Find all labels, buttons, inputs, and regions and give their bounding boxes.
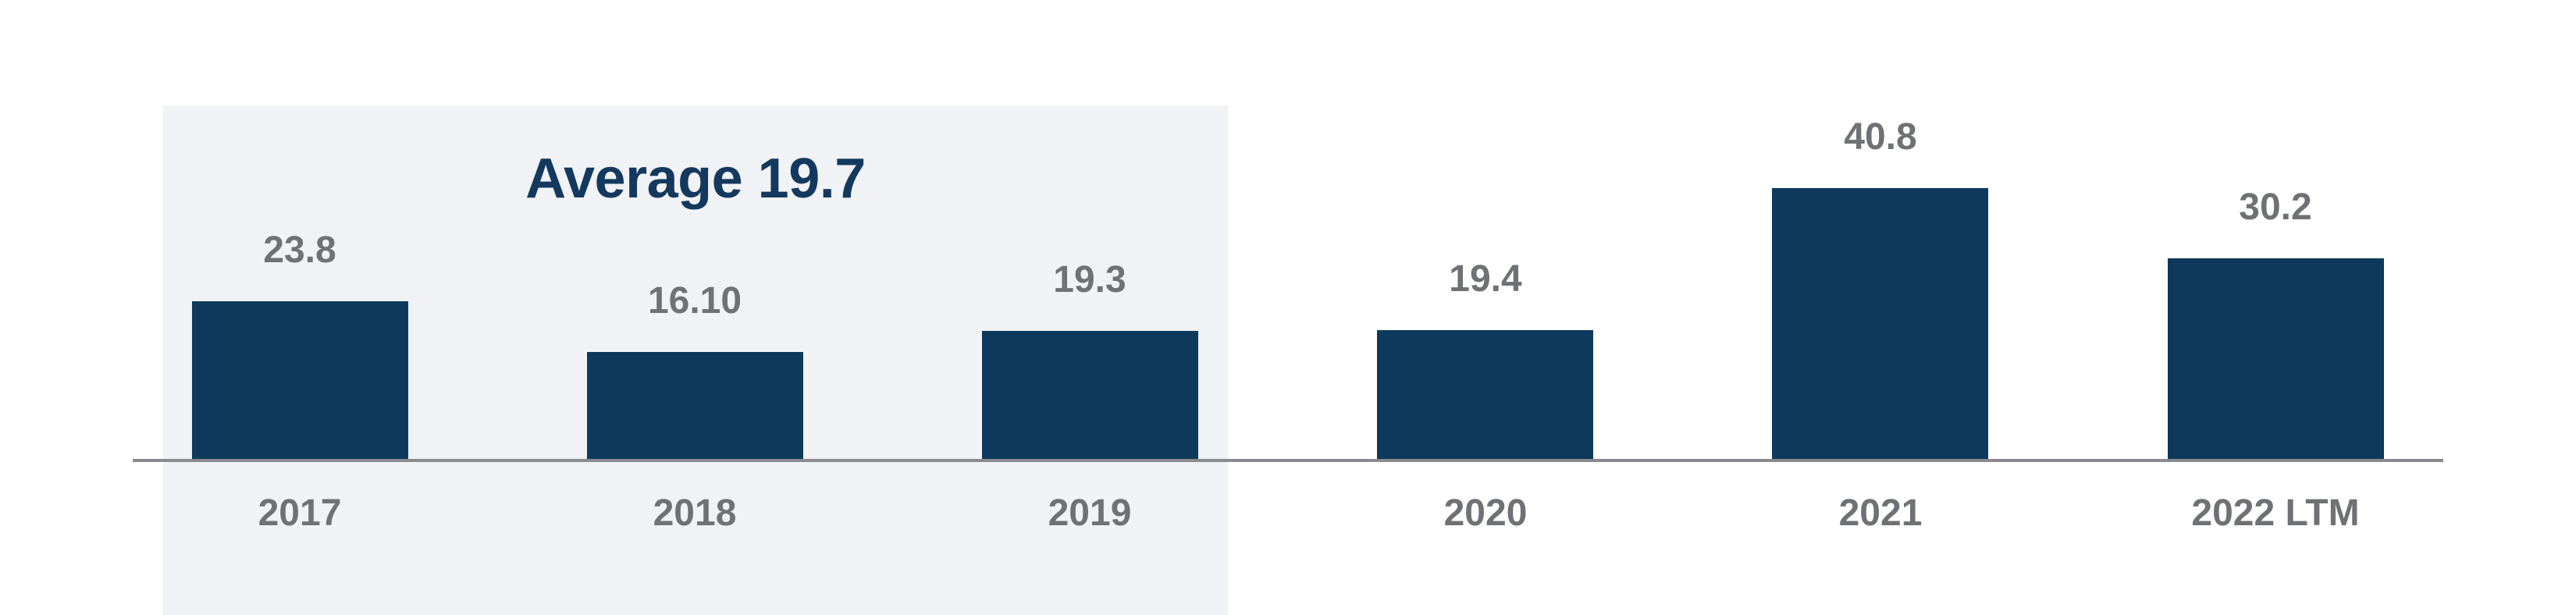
bar-2020 (1377, 330, 1593, 459)
x-axis-label: 2017 (258, 492, 342, 534)
bar-value-label: 16.10 (647, 280, 742, 322)
average-annotation: Average 19.7 (525, 148, 866, 210)
bar-2022 LTM (2168, 258, 2384, 459)
bar-value-label: 40.8 (1844, 116, 1917, 158)
x-axis-label: 2021 (1838, 492, 1923, 534)
bar-2019 (982, 331, 1198, 459)
bar-value-label: 30.2 (2239, 187, 2312, 228)
x-axis-line (133, 459, 2443, 462)
bar-2017 (192, 301, 408, 459)
bar-value-label: 19.4 (1449, 258, 1522, 300)
bar-value-label: 23.8 (263, 229, 336, 271)
x-axis-label: 2018 (653, 492, 737, 534)
bar-2021 (1772, 188, 1988, 459)
bar-value-label: 19.3 (1053, 259, 1126, 300)
x-axis-label: 2019 (1048, 492, 1132, 534)
x-axis-label: 2022 LTM (2191, 492, 2360, 534)
x-axis-label: 2020 (1443, 492, 1528, 534)
bar-2018 (587, 352, 803, 459)
